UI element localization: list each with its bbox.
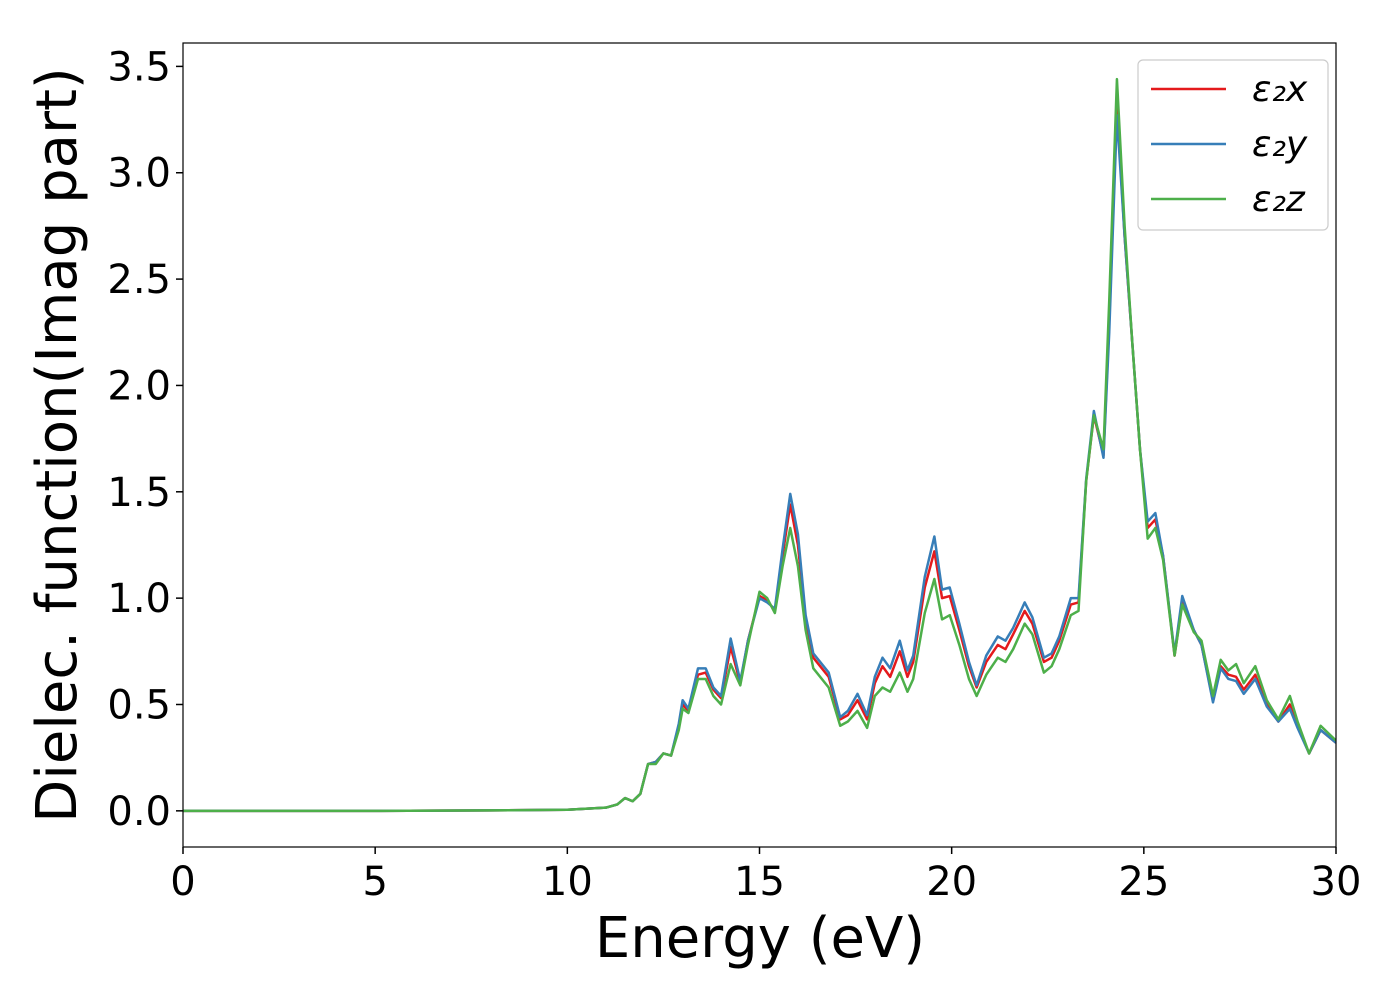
legend-label: ε₂y: [1252, 124, 1308, 165]
legend-label: ε₂z: [1252, 179, 1306, 220]
y-tick-label: 3.0: [107, 151, 171, 197]
y-tick-label: 1.0: [107, 576, 171, 622]
y-tick-label: 0.0: [107, 789, 171, 835]
x-tick-label: 10: [542, 859, 593, 905]
x-tick-label: 15: [734, 859, 785, 905]
series-line: [183, 114, 1336, 813]
x-tick-label: 25: [1118, 859, 1169, 905]
y-axis-label: Dielec. function(Imag part): [25, 67, 90, 823]
x-tick-label: 5: [362, 859, 387, 905]
y-tick-label: 1.5: [107, 470, 171, 516]
y-tick-label: 3.5: [107, 44, 171, 90]
y-tick-label: 0.5: [107, 682, 171, 728]
legend-label: ε₂x: [1252, 69, 1308, 110]
x-axis-label: Energy (eV): [595, 906, 925, 971]
x-tick-label: 0: [170, 859, 195, 905]
y-tick-label: 2.5: [107, 257, 171, 303]
x-tick-label: 20: [926, 859, 977, 905]
x-tick-label: 30: [1311, 859, 1362, 905]
series-line: [183, 77, 1336, 813]
legend-box: [1137, 59, 1329, 231]
y-tick-label: 2.0: [107, 363, 171, 409]
plot-frame: [182, 42, 1337, 848]
